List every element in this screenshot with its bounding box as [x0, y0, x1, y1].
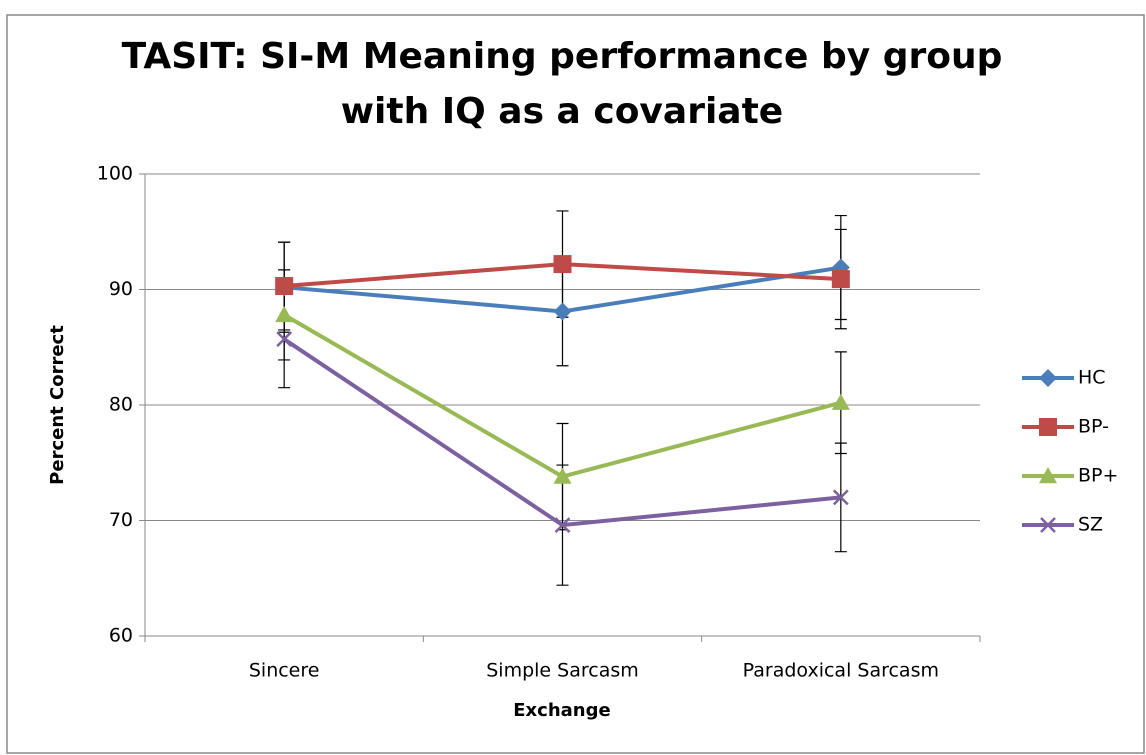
- marker: [275, 305, 294, 323]
- legend-marker: [1039, 467, 1057, 484]
- x-tick-label: Sincere: [249, 660, 320, 682]
- y-tick-label: 70: [109, 509, 133, 531]
- x-axis-title: Exchange: [513, 700, 610, 721]
- chart-title: TASIT: SI-M Meaning performance by group: [122, 36, 1003, 77]
- marker: [831, 393, 850, 410]
- marker: [832, 489, 849, 506]
- legend-marker: [1040, 517, 1056, 533]
- legend-marker: [1039, 369, 1057, 387]
- marker: [554, 517, 571, 534]
- marker: [553, 302, 572, 321]
- chart-frame: [6, 14, 1145, 754]
- legend-label: BP-: [1078, 416, 1109, 438]
- y-tick-label: 80: [109, 394, 133, 416]
- y-axis-title: Percent Correct: [47, 325, 68, 485]
- y-tick-label: 90: [109, 278, 133, 300]
- marker: [553, 467, 572, 484]
- x-tick-label: Paradoxical Sarcasm: [743, 660, 939, 682]
- marker: [553, 255, 572, 274]
- legend-label: SZ: [1078, 514, 1103, 536]
- legend-label: BP+: [1078, 465, 1118, 487]
- marker: [276, 331, 293, 348]
- marker: [831, 270, 850, 289]
- y-tick-label: 100: [97, 163, 133, 185]
- marker: [275, 277, 294, 296]
- legend-marker: [1039, 418, 1057, 436]
- x-tick-label: Simple Sarcasm: [486, 660, 639, 682]
- legend-label: HC: [1078, 367, 1106, 389]
- chart-title: with IQ as a covariate: [341, 91, 783, 132]
- y-tick-label: 60: [109, 625, 133, 647]
